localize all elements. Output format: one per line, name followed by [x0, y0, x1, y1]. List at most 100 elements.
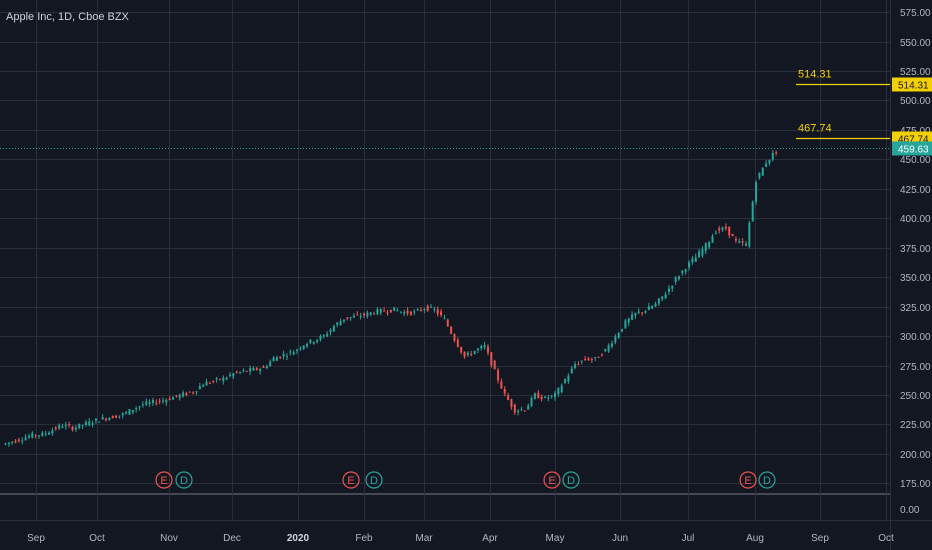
candle-body [225, 377, 228, 380]
candle-body [71, 426, 74, 431]
earnings-event-marker[interactable]: E [342, 471, 360, 489]
candle-body [205, 381, 208, 386]
candle-body [651, 306, 654, 309]
time-tick-label: Oct [878, 533, 894, 544]
candle-body [299, 348, 302, 350]
candle-body [403, 312, 406, 314]
price-tick-label: 175.00 [900, 479, 931, 490]
price-levels: 514.31 467.74 [0, 69, 890, 149]
event-marker-circle [562, 471, 580, 489]
candle-body [115, 415, 118, 418]
candle-body [306, 344, 309, 347]
candle-body [698, 251, 701, 258]
candle-body [239, 371, 242, 373]
candle-body [121, 413, 124, 416]
candle-body [393, 307, 396, 311]
dividend-event-marker[interactable]: D [562, 471, 580, 489]
candle-body [453, 334, 456, 341]
candle-body [664, 294, 667, 299]
price-axis[interactable]: 575.00550.00525.00500.00475.00450.00425.… [892, 8, 932, 516]
candle-body [34, 434, 37, 436]
price-level-label: 514.31 [798, 69, 832, 81]
candle-body [691, 258, 694, 263]
candle-body [701, 248, 704, 256]
candle-body [617, 333, 620, 338]
candle-body [533, 393, 536, 399]
time-tick-label: Sep [27, 533, 45, 544]
candle-body [192, 392, 195, 394]
candle-body [155, 402, 158, 404]
candle-body [58, 425, 61, 429]
candle-body [540, 396, 543, 400]
candle-body [389, 309, 392, 313]
candle-body [98, 421, 101, 423]
candle-body [714, 232, 717, 234]
last-price-label: 459.63 [898, 145, 929, 156]
candle-body [88, 421, 91, 426]
candle-body [721, 227, 724, 230]
price-tick-label: 425.00 [900, 185, 931, 196]
candle-body [594, 357, 597, 359]
dividend-event-marker[interactable]: D [758, 471, 776, 489]
candle-body [527, 405, 530, 410]
candle-body [654, 303, 657, 307]
candle-body [584, 358, 587, 360]
candle-body [105, 418, 108, 421]
candle-body [409, 311, 412, 315]
price-tick-label: 500.00 [900, 96, 931, 107]
candle-body [282, 354, 285, 357]
candle-body [322, 335, 325, 337]
candle-body [352, 315, 355, 318]
candle-body [38, 435, 41, 437]
time-axis[interactable]: Sep Oct Nov Dec 2020 Feb Mar Apr May Jun Jul Aug Sep… [27, 533, 894, 544]
candle-body [768, 159, 771, 164]
candle-body [557, 387, 560, 395]
candle-body [329, 329, 332, 333]
candle-body [758, 172, 761, 179]
price-level-axis-label: 467.74 [898, 135, 929, 146]
price-level-label: 467.74 [798, 123, 832, 135]
candle-body [466, 352, 469, 356]
candle-body [145, 401, 148, 405]
candle-body [490, 352, 493, 366]
candle-body [44, 433, 47, 435]
candle-body [744, 243, 747, 246]
event-marker-label: D [370, 475, 378, 487]
candle-body [637, 311, 640, 313]
candle-body [356, 314, 359, 316]
dividend-event-marker[interactable]: D [175, 471, 193, 489]
candle-body [275, 357, 278, 361]
candle-body [587, 358, 590, 361]
candle-body [178, 394, 181, 398]
price-tick-label: 575.00 [900, 8, 931, 19]
candle-body [460, 346, 463, 353]
dividend-event-marker[interactable]: D [365, 471, 383, 489]
candle-body [383, 310, 386, 312]
candle-body [560, 385, 563, 393]
candle-body [285, 356, 288, 358]
candle-body [644, 310, 647, 313]
candle-body [235, 371, 238, 373]
candle-body [567, 375, 570, 382]
candle-body [125, 412, 128, 414]
event-marker-label: E [160, 475, 167, 487]
time-tick-label: Aug [746, 533, 764, 544]
candle-body [7, 442, 10, 444]
candle-body [510, 399, 513, 407]
candle-body [751, 201, 754, 222]
earnings-event-marker[interactable]: E [739, 471, 757, 489]
candle-body [413, 311, 416, 313]
candle-body [135, 408, 138, 410]
event-marker-circle [543, 471, 561, 489]
candle-body [500, 381, 503, 389]
candle-body [182, 392, 185, 397]
candle-body [118, 415, 121, 417]
time-tick-label: Feb [355, 533, 373, 544]
candle-body [128, 409, 131, 415]
candle-body [641, 312, 644, 314]
earnings-event-marker[interactable]: E [543, 471, 561, 489]
event-marker-circle [175, 471, 193, 489]
earnings-event-marker[interactable]: E [155, 471, 173, 489]
